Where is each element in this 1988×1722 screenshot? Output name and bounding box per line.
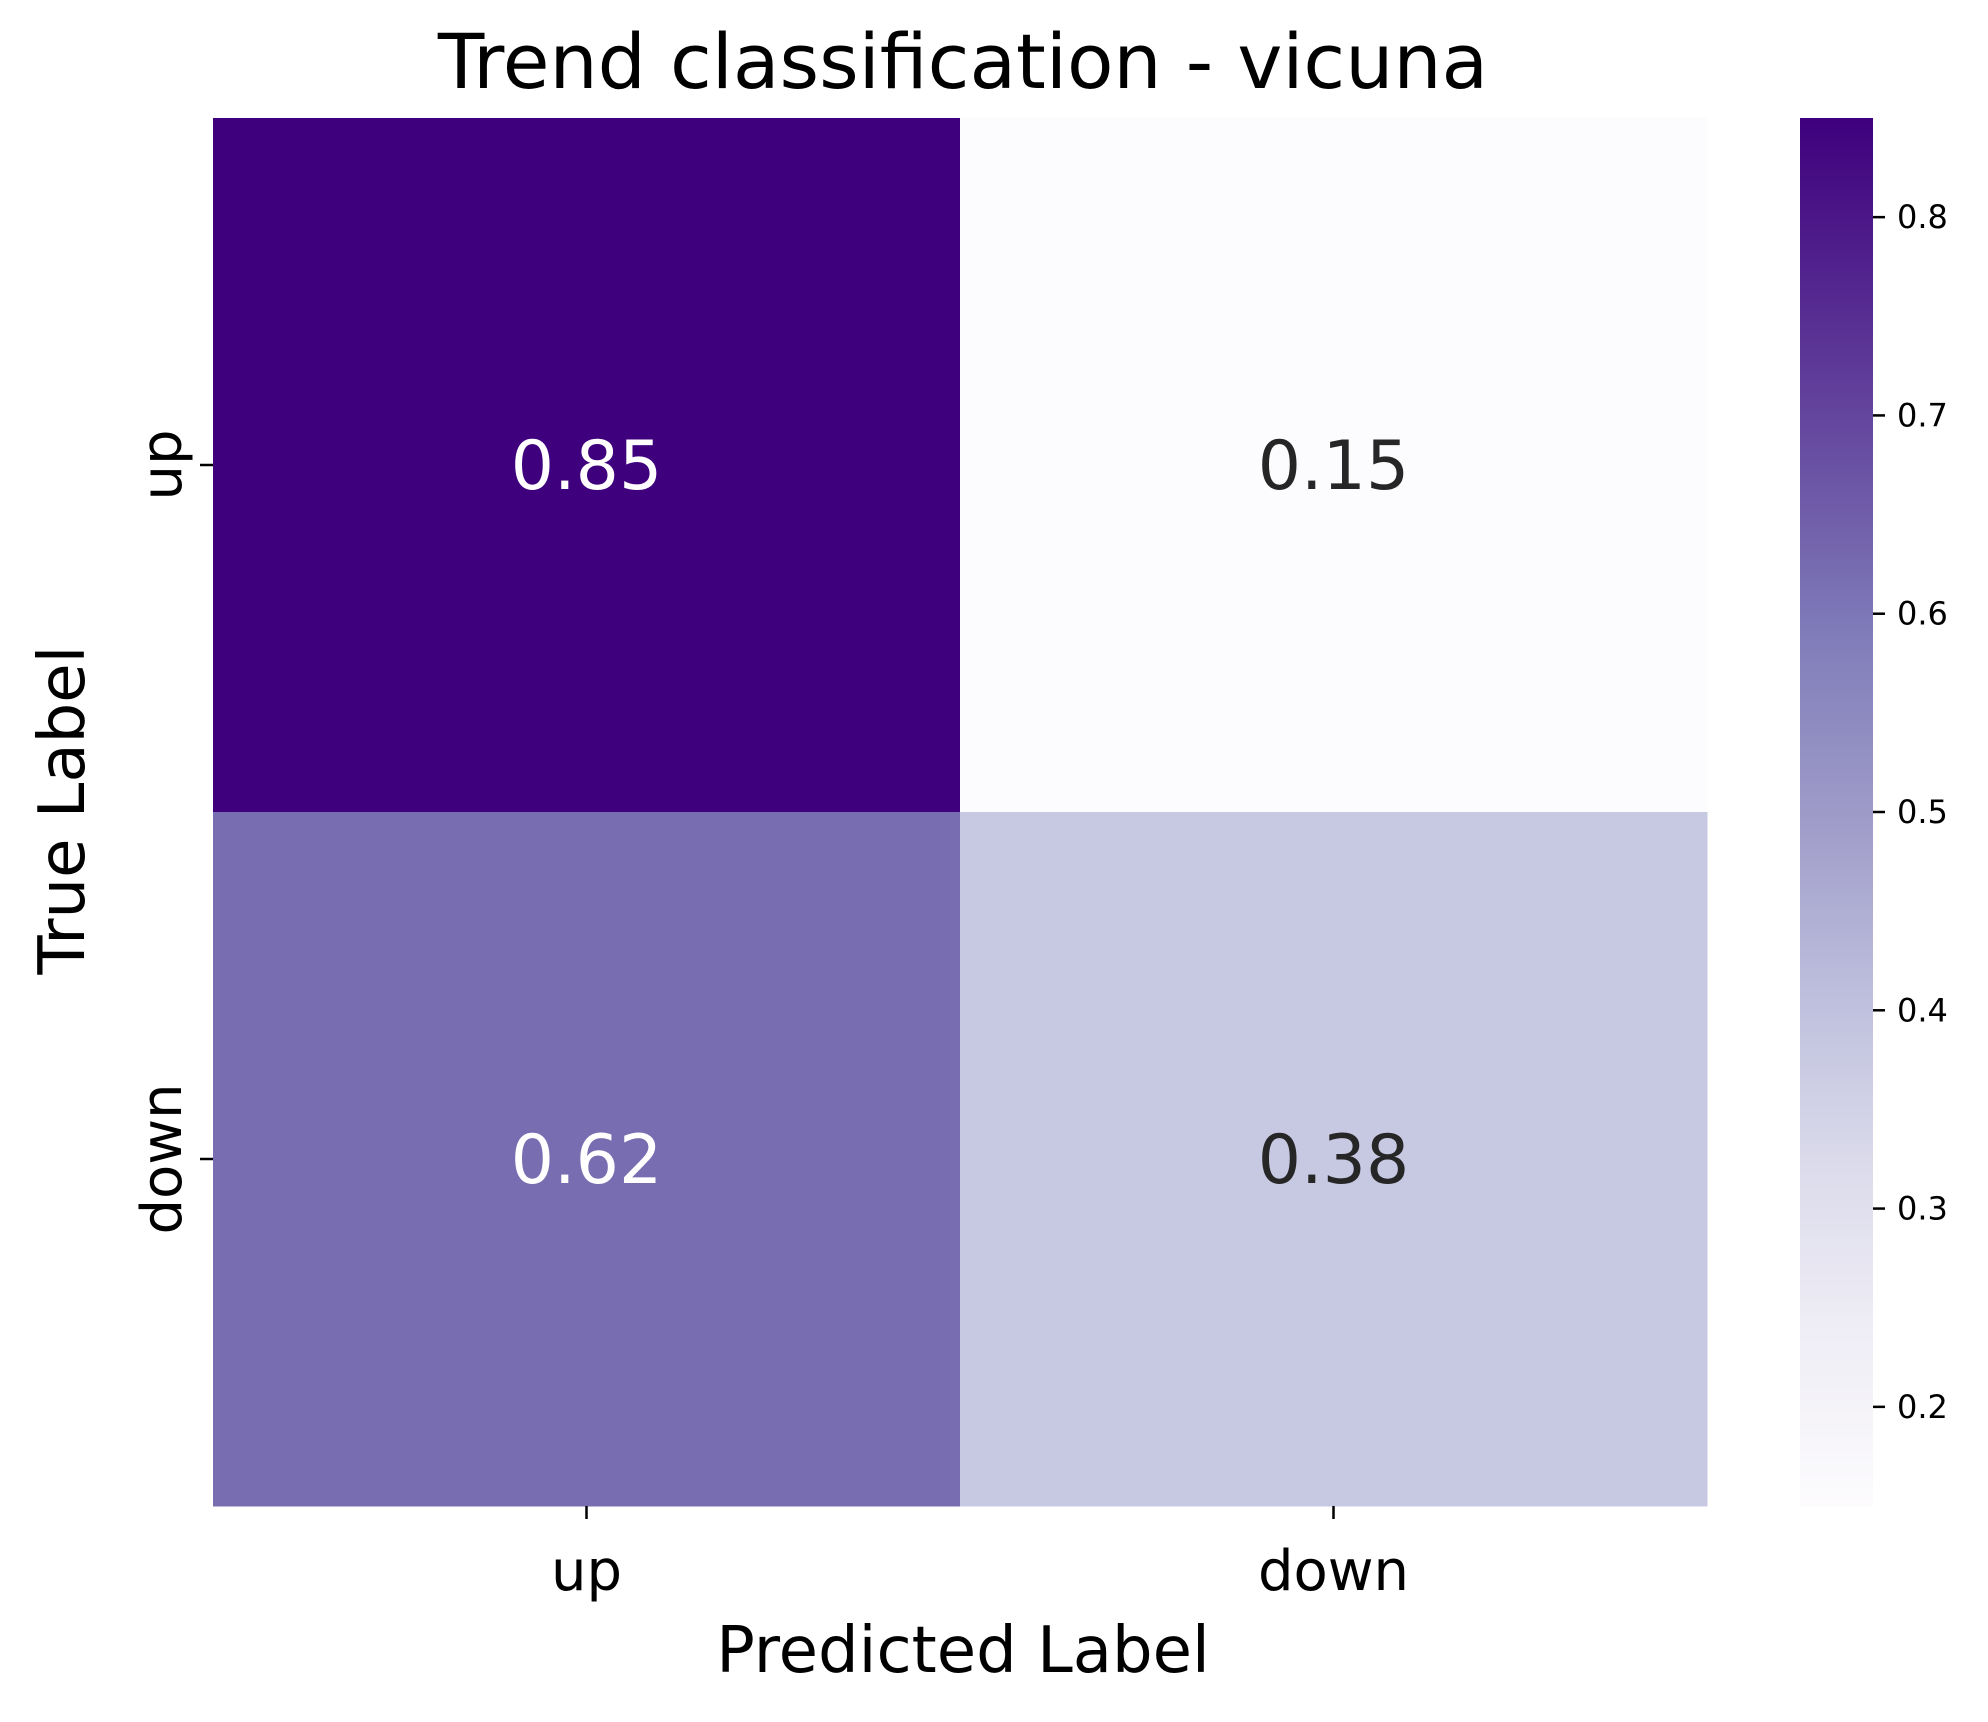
y-axis-label: True Label: [26, 646, 100, 976]
x-axis: up down: [551, 1506, 1409, 1604]
x-tick-label: down: [1258, 1539, 1409, 1604]
chart-title: Trend classification - vicuna: [437, 17, 1488, 106]
colorbar-tick-label: 0.6: [1897, 595, 1948, 633]
colorbar-tick-label: 0.7: [1897, 396, 1948, 434]
y-axis: up down: [130, 429, 213, 1235]
cell-value-label: 0.38: [1258, 1121, 1409, 1200]
cell-value-label: 0.85: [511, 427, 662, 506]
cell-value-label: 0.62: [511, 1121, 662, 1200]
colorbar-tick-label: 0.8: [1897, 198, 1948, 236]
y-tick-label: down: [130, 1083, 195, 1234]
heatmap-cells: [213, 118, 1708, 1507]
colorbar: [1800, 118, 1873, 1506]
x-axis-label: Predicted Label: [716, 1614, 1209, 1688]
heatmap-cell-labels: 0.85 0.15 0.62 0.38: [511, 427, 1409, 1200]
colorbar-tick-label: 0.2: [1897, 1388, 1948, 1426]
y-tick-label: up: [130, 429, 195, 500]
colorbar-ticks: 0.2 0.3 0.4 0.5 0.6 0.7 0.8: [1873, 198, 1948, 1426]
cell-value-label: 0.15: [1258, 427, 1409, 506]
colorbar-tick-label: 0.4: [1897, 991, 1948, 1029]
heatmap-cell-up-up: [213, 118, 961, 813]
heatmap-cell-down-down: [960, 812, 1708, 1507]
heatmap-cell-up-down: [960, 118, 1708, 813]
x-tick-label: up: [551, 1539, 622, 1604]
colorbar-tick-label: 0.3: [1897, 1190, 1948, 1228]
colorbar-tick-label: 0.5: [1897, 793, 1948, 831]
heatmap-cell-down-up: [213, 812, 961, 1507]
